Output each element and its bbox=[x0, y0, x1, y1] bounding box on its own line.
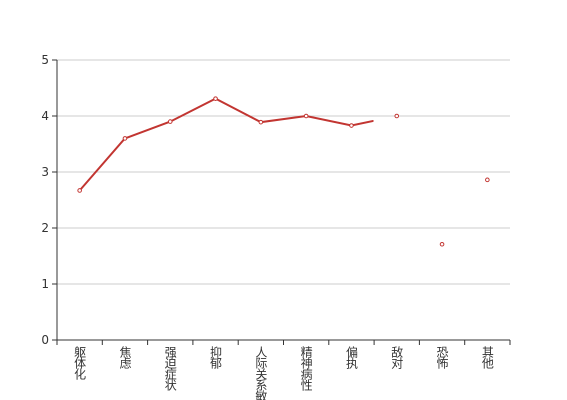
x-tick-label: 焦虑 bbox=[118, 346, 132, 369]
point bbox=[122, 136, 128, 141]
y-tick-label: 2 bbox=[41, 221, 49, 235]
x-tick-label: 躯体化 bbox=[73, 345, 87, 381]
point bbox=[439, 241, 445, 247]
point bbox=[213, 96, 218, 101]
point bbox=[303, 113, 309, 119]
y-tick-label: 1 bbox=[41, 277, 49, 291]
line bbox=[78, 97, 374, 192]
point bbox=[167, 119, 173, 124]
x-tick-label: 偏执 bbox=[344, 345, 358, 370]
point bbox=[485, 177, 490, 183]
x-tick-label: 其他 bbox=[480, 346, 494, 369]
point bbox=[349, 123, 354, 128]
point bbox=[258, 119, 264, 125]
y-tick-label: 0 bbox=[41, 333, 49, 347]
x-tick-label: 精神病性 bbox=[299, 346, 313, 392]
x-tick-label: 恐怖 bbox=[435, 346, 449, 369]
y-tick-label: 3 bbox=[41, 165, 49, 179]
y-tick-label: 4 bbox=[41, 109, 49, 123]
point bbox=[77, 188, 82, 193]
x-tick-label: 敌对 bbox=[390, 345, 404, 369]
x-tick-label: 人际关系敏感 bbox=[254, 346, 268, 400]
x-tick-label: 抑郁 bbox=[209, 345, 223, 370]
point bbox=[394, 113, 400, 119]
y-tick-label: 5 bbox=[41, 53, 49, 67]
x-tick-label: 强迫症状 bbox=[163, 346, 177, 391]
